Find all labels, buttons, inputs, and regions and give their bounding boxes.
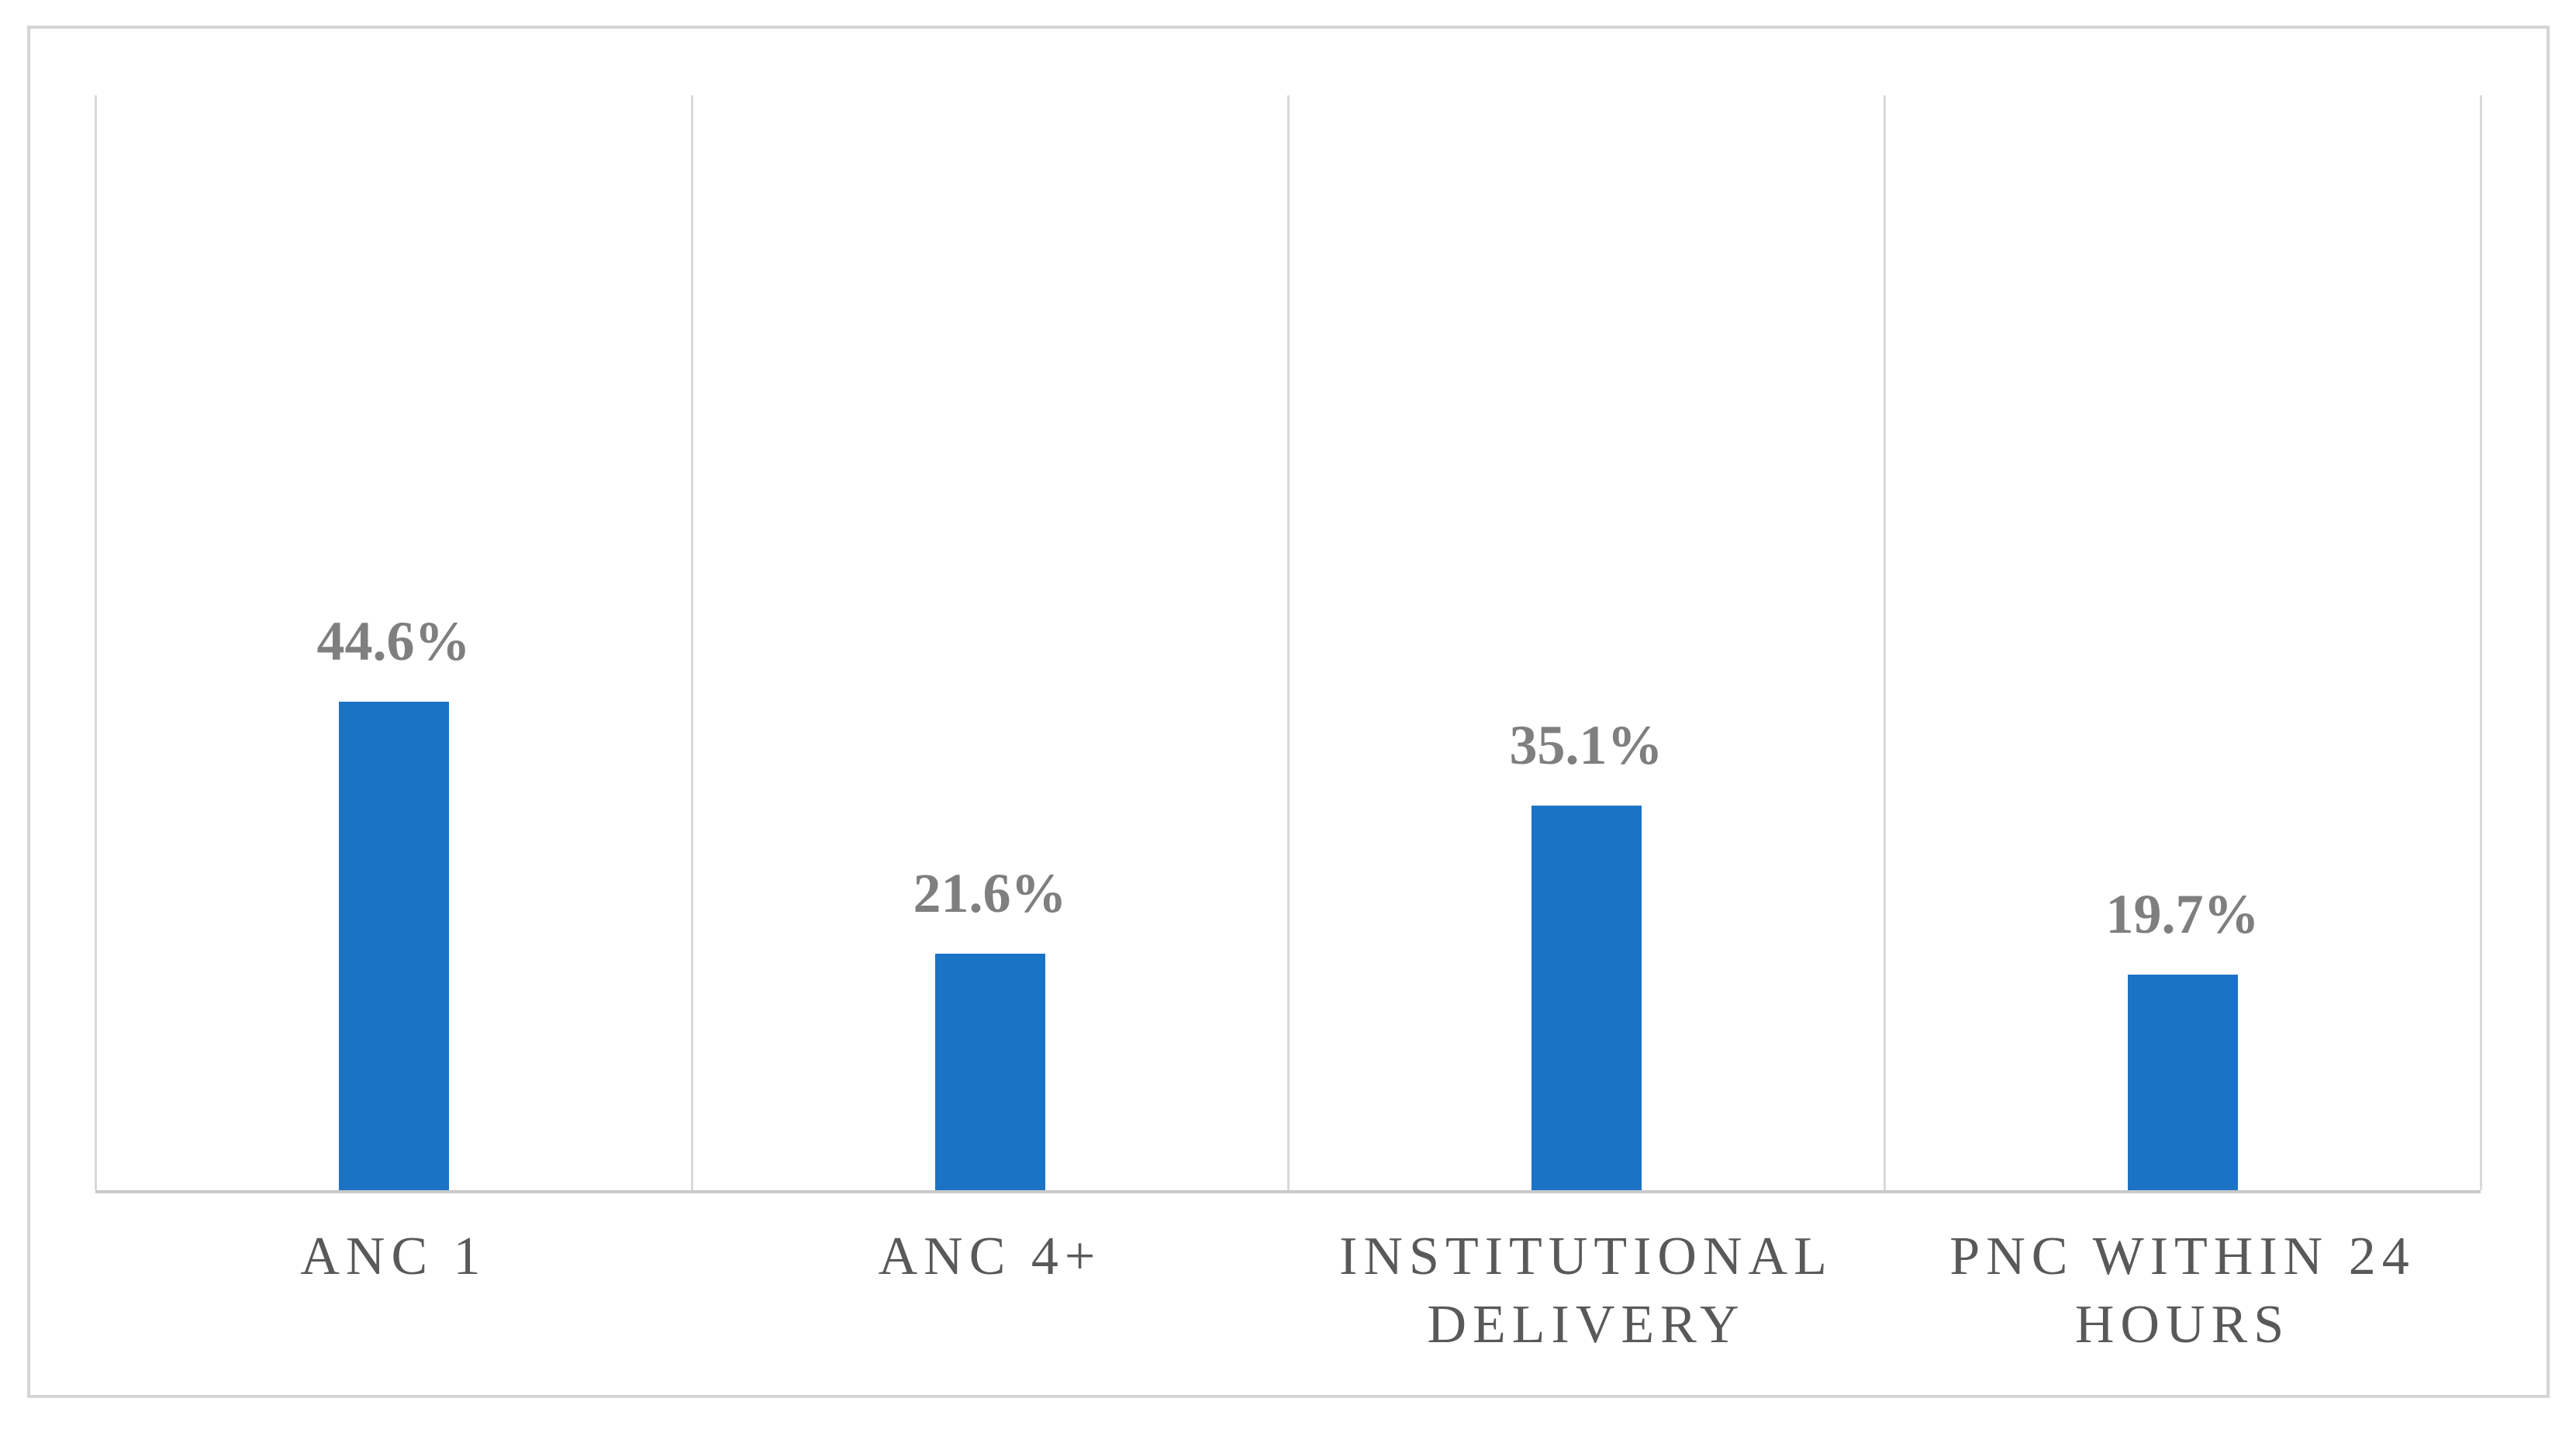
chart-frame: 44.6% 21.6% 35.1% 19.7% ANC 1 ANC 4+ INSTITUT… [27, 26, 2550, 1398]
vertical-gridline [94, 95, 97, 1190]
vertical-gridline [2479, 95, 2482, 1190]
data-label-1: 44.6% [316, 610, 471, 673]
data-label-2: 21.6% [913, 862, 1067, 925]
bar-1 [338, 702, 449, 1190]
plot-area: 44.6% 21.6% 35.1% 19.7% [94, 95, 2482, 1193]
bar-cell: 44.6% [95, 95, 692, 1190]
vertical-gridline [1883, 95, 1886, 1190]
bar-3 [1531, 806, 1642, 1190]
category-label-3: INSTITUTIONAL DELIVERY [1339, 1227, 1833, 1355]
category-label-4: PNC WITHIN 24 HOURS [1949, 1227, 2415, 1355]
vertical-gridline [1286, 95, 1290, 1190]
category-label-2: ANC 4+ [878, 1227, 1102, 1286]
category-label-1: ANC 1 [300, 1227, 487, 1286]
bar-cell: 35.1% [1288, 95, 1884, 1190]
bar-2 [934, 954, 1045, 1190]
data-label-3: 35.1% [1509, 714, 1663, 777]
category-axis-labels: ANC 1 ANC 4+ INSTITUTIONAL DELIVERY PNC WIT… [95, 1193, 2481, 1358]
data-label-4: 19.7% [2105, 882, 2260, 945]
bar-cell: 19.7% [1884, 95, 2481, 1190]
bar-4 [2127, 974, 2238, 1190]
bar-cell: 21.6% [692, 95, 1288, 1190]
vertical-gridline [690, 95, 693, 1190]
